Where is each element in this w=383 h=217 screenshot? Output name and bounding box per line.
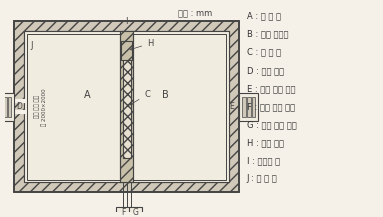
Bar — [4, 97, 7, 117]
Bar — [116, 207, 131, 217]
Text: E: E — [229, 102, 234, 111]
Text: A: A — [84, 90, 91, 100]
Bar — [129, 207, 142, 217]
Text: I: I — [125, 17, 128, 26]
Text: B: B — [162, 90, 169, 100]
Bar — [252, 97, 255, 117]
Text: G: G — [133, 208, 138, 217]
Bar — [15, 21, 239, 192]
Bar — [24, 31, 229, 182]
Text: A : 저 온 실: A : 저 온 실 — [247, 12, 281, 21]
Bar — [24, 31, 229, 182]
Bar — [0, 93, 15, 120]
Bar — [123, 51, 131, 158]
Bar — [0, 97, 3, 117]
Bar — [120, 31, 133, 182]
Bar — [242, 97, 246, 117]
Bar — [239, 93, 259, 120]
Text: G : 습도 측정 기기: G : 습도 측정 기기 — [247, 120, 296, 129]
Text: J : 단 열 벽: J : 단 열 벽 — [247, 174, 277, 183]
Text: 시험 장치 개구
약 2000×2000: 시험 장치 개구 약 2000×2000 — [35, 88, 47, 126]
Bar — [8, 97, 10, 117]
Text: I : 칸막이 벽: I : 칸막이 벽 — [247, 156, 280, 165]
Text: C : 시 험 체: C : 시 험 체 — [247, 48, 281, 57]
Text: D: D — [16, 102, 22, 111]
Text: D : 저온 장치: D : 저온 장치 — [247, 66, 284, 75]
Text: F: F — [121, 208, 126, 217]
Bar — [247, 97, 250, 117]
Text: J: J — [31, 41, 33, 50]
Bar — [27, 34, 226, 179]
Text: F : 온도 측정 기기: F : 온도 측정 기기 — [247, 102, 295, 111]
Text: E : 항온 항습 장치: E : 항온 항습 장치 — [247, 84, 295, 93]
Text: B : 항온 항습실: B : 항온 항습실 — [247, 30, 288, 39]
Text: H: H — [130, 39, 154, 50]
Text: 단위 : mm: 단위 : mm — [178, 10, 212, 19]
Bar — [121, 41, 133, 61]
Text: H : 부착 패널: H : 부착 패널 — [247, 138, 284, 147]
Bar — [15, 21, 239, 192]
Text: C: C — [130, 90, 150, 105]
